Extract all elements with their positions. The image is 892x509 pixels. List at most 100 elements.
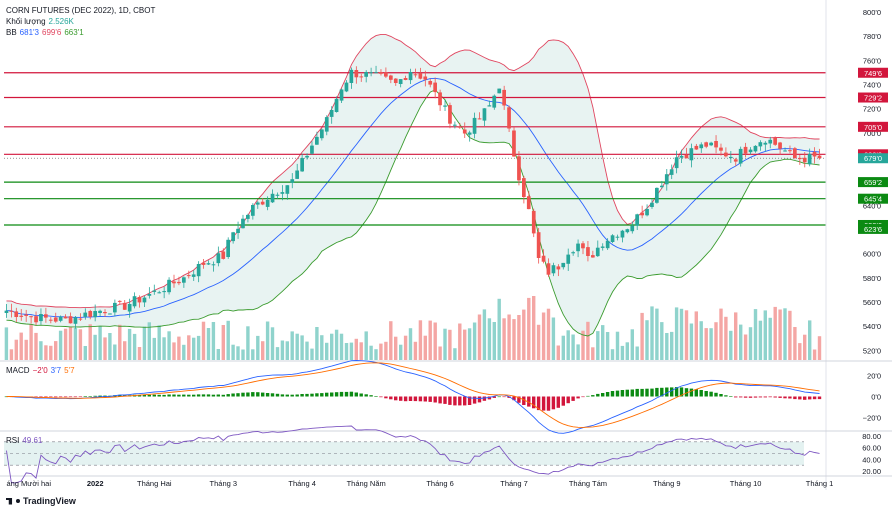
candle-body <box>260 201 265 205</box>
macd-histogram-bar <box>768 396 772 398</box>
macd-histogram-bar <box>709 391 713 397</box>
macd-histogram-bar <box>325 392 329 397</box>
macd-histogram-bar <box>507 396 511 398</box>
candle-body <box>448 105 452 124</box>
macd-histogram-bar <box>63 396 68 398</box>
macd-histogram-bar <box>428 396 432 402</box>
volume-bar <box>221 325 225 360</box>
volume-bar <box>532 296 536 360</box>
macd-histogram-bar <box>78 396 83 398</box>
volume-bar <box>586 321 590 360</box>
volume-bar <box>650 306 654 360</box>
macd-histogram-bar <box>384 396 388 399</box>
volume-bar <box>684 310 689 360</box>
candle-body <box>226 239 230 257</box>
price-badge: 623'6 <box>864 225 882 234</box>
volume-bar <box>576 344 580 360</box>
macd-histogram-bar <box>758 396 763 398</box>
volume-bar <box>433 322 437 360</box>
macd-histogram-bar <box>349 391 354 397</box>
volume-bar <box>605 332 610 360</box>
candle-body <box>177 281 181 284</box>
price-tick-label: 580'0 <box>863 274 881 283</box>
level-badge-bg <box>858 177 888 188</box>
candle-body <box>724 152 728 157</box>
candle-body <box>216 253 221 264</box>
volume-bar <box>640 312 644 360</box>
candle-body <box>137 297 142 303</box>
candle-body <box>793 148 797 158</box>
candle-body <box>640 212 644 216</box>
macd-histogram-bar <box>192 394 196 397</box>
candle-body <box>186 275 191 277</box>
candle-body <box>63 316 68 319</box>
volume-bar <box>699 321 703 360</box>
volume-bar <box>763 310 767 360</box>
candle-body <box>522 178 526 197</box>
candle-body <box>98 310 102 313</box>
volume-bar <box>660 322 664 360</box>
volume-bar <box>610 349 615 360</box>
candle-body <box>453 124 457 126</box>
candle-body <box>699 144 704 149</box>
candle-body <box>29 316 33 318</box>
macd-histogram-bar <box>586 395 590 397</box>
volume-bar <box>694 311 698 360</box>
candle-body <box>172 281 176 284</box>
macd-histogram-bar <box>729 396 733 397</box>
candle-body <box>78 318 83 320</box>
macd-histogram-bar <box>251 392 255 397</box>
volume-bar <box>674 307 679 360</box>
macd-histogram-bar <box>541 396 546 411</box>
macd-histogram-bar <box>497 396 501 398</box>
volume-bar <box>24 339 28 360</box>
macd-histogram-bar <box>162 394 166 397</box>
candle-body <box>729 156 733 159</box>
macd-signal-value: 5'7 <box>64 366 75 375</box>
macd-histogram-bar <box>374 396 378 397</box>
volume-bar <box>344 343 349 360</box>
volume-bar <box>364 331 368 360</box>
volume-bar <box>44 345 48 360</box>
macd-histogram-bar <box>73 396 78 398</box>
macd-histogram-bar <box>812 396 817 400</box>
volume-bar <box>256 335 260 360</box>
candle-body <box>812 151 817 157</box>
macd-histogram-bar <box>763 396 767 398</box>
macd-histogram-bar <box>477 396 482 403</box>
candle-body <box>492 95 497 108</box>
macd-histogram-bar <box>803 396 807 400</box>
candle-body <box>83 312 88 317</box>
macd-histogram-bar <box>275 393 280 397</box>
candle-body <box>270 193 275 203</box>
volume-bar <box>748 327 753 360</box>
candle-body <box>694 145 699 150</box>
tradingview-logo[interactable]: TradingView <box>6 496 76 506</box>
time-tick-label: áng Mười hai <box>6 479 51 488</box>
volume-bar <box>196 335 201 360</box>
price-tick-label: 700'0 <box>863 129 881 138</box>
volume-bar <box>54 341 58 360</box>
candle-body <box>295 170 299 179</box>
volume-bar <box>216 349 220 360</box>
level-badge-bg <box>858 92 888 103</box>
candle-body <box>280 192 285 194</box>
macd-histogram-bar <box>635 388 639 397</box>
candle-body <box>586 247 590 256</box>
macd-histogram-bar <box>369 395 373 397</box>
volume-bar <box>103 337 107 360</box>
volume-bar <box>241 349 245 360</box>
macd-histogram-bar <box>581 396 585 398</box>
macd-histogram-bar <box>330 392 334 397</box>
macd-histogram-bar <box>625 389 629 397</box>
volume-bar <box>142 326 147 360</box>
candle-body <box>127 304 132 312</box>
macd-histogram-bar <box>655 387 659 397</box>
candle-body <box>413 74 418 76</box>
macd-histogram-bar <box>58 396 63 398</box>
candle-body <box>487 105 492 107</box>
candle-body <box>241 218 245 229</box>
candle-body <box>655 187 659 203</box>
volume-bar <box>305 341 309 360</box>
